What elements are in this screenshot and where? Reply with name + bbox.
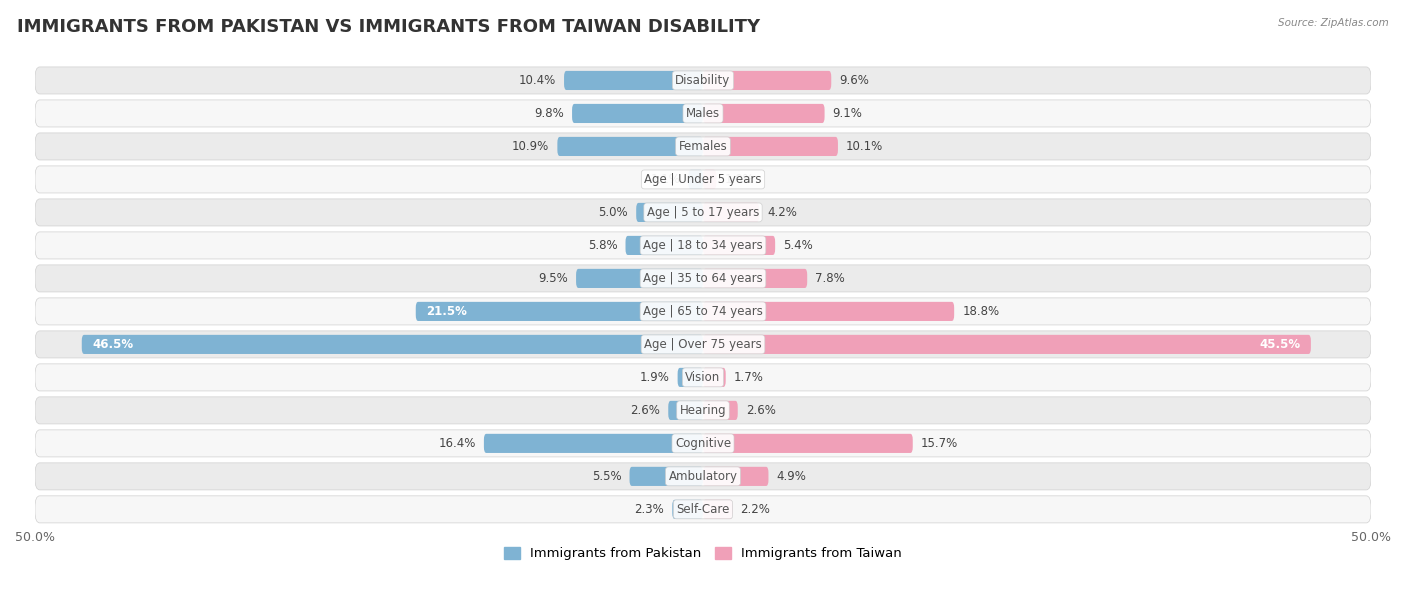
FancyBboxPatch shape — [416, 302, 703, 321]
FancyBboxPatch shape — [703, 203, 759, 222]
FancyBboxPatch shape — [484, 434, 703, 453]
Text: 10.4%: 10.4% — [519, 74, 555, 87]
Text: Source: ZipAtlas.com: Source: ZipAtlas.com — [1278, 18, 1389, 28]
FancyBboxPatch shape — [35, 397, 1371, 424]
FancyBboxPatch shape — [703, 236, 775, 255]
Text: 1.1%: 1.1% — [651, 173, 681, 186]
FancyBboxPatch shape — [35, 430, 1371, 457]
Text: 2.6%: 2.6% — [630, 404, 661, 417]
FancyBboxPatch shape — [572, 104, 703, 123]
Text: 45.5%: 45.5% — [1258, 338, 1301, 351]
FancyBboxPatch shape — [703, 170, 717, 189]
Text: Age | 65 to 74 years: Age | 65 to 74 years — [643, 305, 763, 318]
Text: 18.8%: 18.8% — [962, 305, 1000, 318]
FancyBboxPatch shape — [35, 265, 1371, 292]
FancyBboxPatch shape — [564, 71, 703, 90]
FancyBboxPatch shape — [703, 401, 738, 420]
Text: 1.7%: 1.7% — [734, 371, 763, 384]
FancyBboxPatch shape — [35, 496, 1371, 523]
FancyBboxPatch shape — [703, 302, 955, 321]
FancyBboxPatch shape — [35, 331, 1371, 358]
Text: 16.4%: 16.4% — [439, 437, 475, 450]
Text: Age | 5 to 17 years: Age | 5 to 17 years — [647, 206, 759, 219]
FancyBboxPatch shape — [678, 368, 703, 387]
Text: 46.5%: 46.5% — [93, 338, 134, 351]
FancyBboxPatch shape — [703, 71, 831, 90]
Text: Cognitive: Cognitive — [675, 437, 731, 450]
FancyBboxPatch shape — [703, 368, 725, 387]
FancyBboxPatch shape — [689, 170, 703, 189]
Text: 2.6%: 2.6% — [745, 404, 776, 417]
Text: Disability: Disability — [675, 74, 731, 87]
FancyBboxPatch shape — [636, 203, 703, 222]
Legend: Immigrants from Pakistan, Immigrants from Taiwan: Immigrants from Pakistan, Immigrants fro… — [499, 542, 907, 565]
Text: 9.8%: 9.8% — [534, 107, 564, 120]
FancyBboxPatch shape — [557, 137, 703, 156]
Text: 4.2%: 4.2% — [768, 206, 797, 219]
FancyBboxPatch shape — [672, 500, 703, 519]
FancyBboxPatch shape — [703, 335, 1310, 354]
FancyBboxPatch shape — [35, 100, 1371, 127]
FancyBboxPatch shape — [668, 401, 703, 420]
FancyBboxPatch shape — [35, 232, 1371, 259]
FancyBboxPatch shape — [703, 500, 733, 519]
Text: 10.9%: 10.9% — [512, 140, 550, 153]
Text: Hearing: Hearing — [679, 404, 727, 417]
Text: 7.8%: 7.8% — [815, 272, 845, 285]
Text: 2.2%: 2.2% — [741, 503, 770, 516]
Text: Age | Under 5 years: Age | Under 5 years — [644, 173, 762, 186]
Text: 4.9%: 4.9% — [776, 470, 807, 483]
FancyBboxPatch shape — [703, 137, 838, 156]
Text: Self-Care: Self-Care — [676, 503, 730, 516]
FancyBboxPatch shape — [576, 269, 703, 288]
Text: 1.0%: 1.0% — [724, 173, 754, 186]
Text: Vision: Vision — [685, 371, 721, 384]
Text: 21.5%: 21.5% — [426, 305, 467, 318]
Text: 5.0%: 5.0% — [599, 206, 628, 219]
FancyBboxPatch shape — [630, 467, 703, 486]
FancyBboxPatch shape — [35, 364, 1371, 391]
Text: 5.5%: 5.5% — [592, 470, 621, 483]
FancyBboxPatch shape — [703, 434, 912, 453]
FancyBboxPatch shape — [35, 298, 1371, 325]
Text: Females: Females — [679, 140, 727, 153]
Text: Age | 18 to 34 years: Age | 18 to 34 years — [643, 239, 763, 252]
Text: Ambulatory: Ambulatory — [668, 470, 738, 483]
Text: IMMIGRANTS FROM PAKISTAN VS IMMIGRANTS FROM TAIWAN DISABILITY: IMMIGRANTS FROM PAKISTAN VS IMMIGRANTS F… — [17, 18, 761, 36]
Text: 5.8%: 5.8% — [588, 239, 617, 252]
Text: 9.6%: 9.6% — [839, 74, 869, 87]
Text: 10.1%: 10.1% — [846, 140, 883, 153]
FancyBboxPatch shape — [35, 67, 1371, 94]
FancyBboxPatch shape — [703, 104, 824, 123]
Text: 9.1%: 9.1% — [832, 107, 862, 120]
Text: Age | 35 to 64 years: Age | 35 to 64 years — [643, 272, 763, 285]
FancyBboxPatch shape — [703, 467, 769, 486]
Text: 1.9%: 1.9% — [640, 371, 669, 384]
FancyBboxPatch shape — [703, 269, 807, 288]
Text: 15.7%: 15.7% — [921, 437, 957, 450]
FancyBboxPatch shape — [35, 463, 1371, 490]
Text: 2.3%: 2.3% — [634, 503, 664, 516]
Text: Age | Over 75 years: Age | Over 75 years — [644, 338, 762, 351]
FancyBboxPatch shape — [626, 236, 703, 255]
FancyBboxPatch shape — [35, 133, 1371, 160]
FancyBboxPatch shape — [35, 166, 1371, 193]
FancyBboxPatch shape — [35, 199, 1371, 226]
Text: 5.4%: 5.4% — [783, 239, 813, 252]
Text: 9.5%: 9.5% — [538, 272, 568, 285]
FancyBboxPatch shape — [82, 335, 703, 354]
Text: Males: Males — [686, 107, 720, 120]
